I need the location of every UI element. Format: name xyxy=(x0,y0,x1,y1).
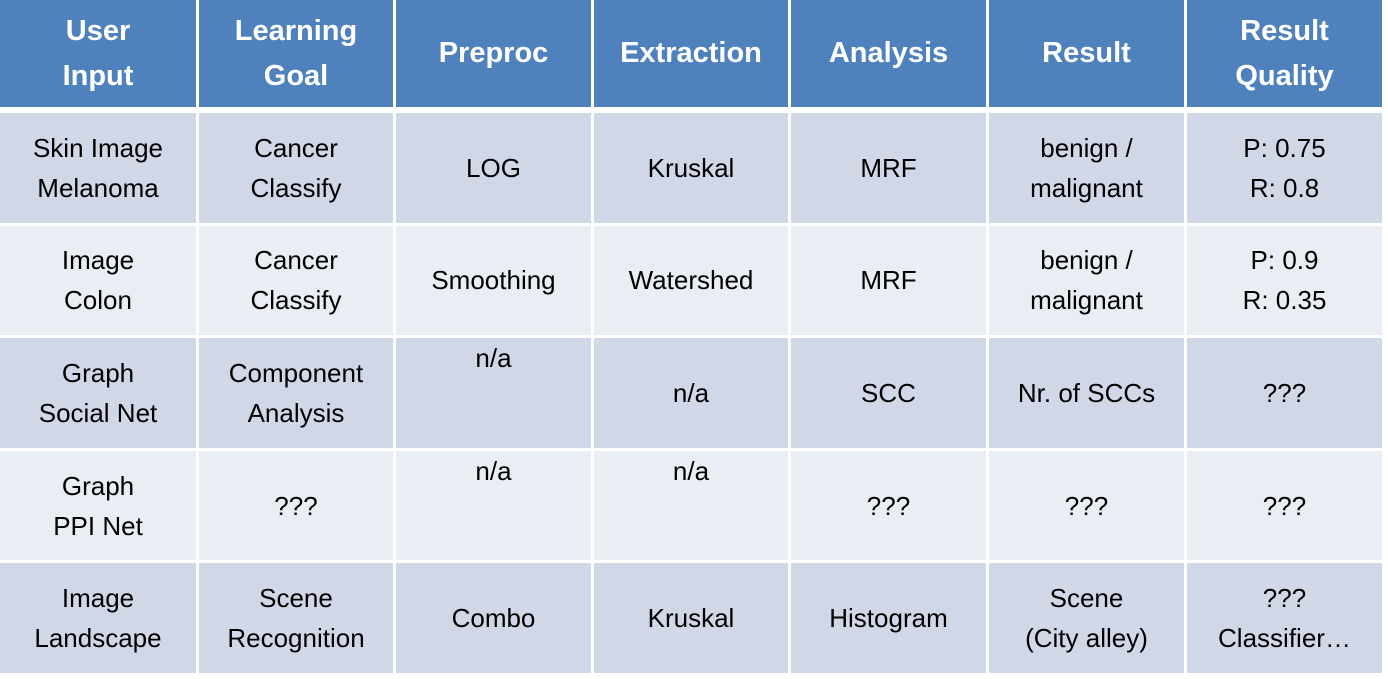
header-result: Result xyxy=(989,0,1187,113)
cell-learning-goal: Scene Recognition xyxy=(199,563,396,676)
cell-user-input: Skin Image Melanoma xyxy=(0,113,199,226)
cell-preproc: Smoothing xyxy=(396,225,594,339)
table-row: Graph PPI Net ??? n/a n/a ??? ??? ??? xyxy=(0,450,1385,564)
cell-user-input: Image Landscape xyxy=(0,563,199,676)
header-result-quality: Result Quality xyxy=(1187,0,1385,113)
cell-analysis: SCC xyxy=(791,338,989,451)
cell-analysis: Histogram xyxy=(791,563,989,676)
cell-result: Scene (City alley) xyxy=(989,563,1187,676)
cell-extraction: n/a xyxy=(594,338,791,451)
cell-user-input: Image Colon xyxy=(0,225,199,339)
cell-preproc: LOG xyxy=(396,113,594,226)
cell-analysis: MRF xyxy=(791,225,989,339)
cell-learning-goal: Component Analysis xyxy=(199,338,396,451)
header-row: User Input Learning Goal Preproc Extractio… xyxy=(0,0,1385,113)
cell-user-input: Graph PPI Net xyxy=(0,450,199,564)
cell-result: benign / malignant xyxy=(989,113,1187,226)
cell-preproc: n/a xyxy=(396,450,594,564)
cell-analysis: MRF xyxy=(791,113,989,226)
cell-result-quality: ??? xyxy=(1187,338,1385,451)
cell-extraction: Kruskal xyxy=(594,563,791,676)
table-row: Graph Social Net Component Analysis n/a n/… xyxy=(0,338,1385,451)
cell-extraction: Kruskal xyxy=(594,113,791,226)
cell-result-quality: ??? xyxy=(1187,450,1385,564)
cell-result: benign / malignant xyxy=(989,225,1187,339)
table-row: Skin Image Melanoma Cancer Classify LOG Kr… xyxy=(0,113,1385,226)
cell-learning-goal: Cancer Classify xyxy=(199,113,396,226)
cell-learning-goal: ??? xyxy=(199,450,396,564)
cell-analysis: ??? xyxy=(791,450,989,564)
header-learning-goal: Learning Goal xyxy=(199,0,396,113)
cell-extraction: n/a xyxy=(594,450,791,564)
cell-preproc: Combo xyxy=(396,563,594,676)
cell-preproc: n/a xyxy=(396,338,594,451)
cell-extraction: Watershed xyxy=(594,225,791,339)
cell-result-quality: P: 0.9 R: 0.35 xyxy=(1187,225,1385,339)
cell-user-input: Graph Social Net xyxy=(0,338,199,451)
header-extraction: Extraction xyxy=(594,0,791,113)
cell-result: ??? xyxy=(989,450,1187,564)
table-row: Image Colon Cancer Classify Smoothing Wate… xyxy=(0,225,1385,339)
header-preproc: Preproc xyxy=(396,0,594,113)
header-analysis: Analysis xyxy=(791,0,989,113)
cell-learning-goal: Cancer Classify xyxy=(199,225,396,339)
cell-result-quality: ??? Classifier… xyxy=(1187,563,1385,676)
header-user-input: User Input xyxy=(0,0,199,113)
table-row: Image Landscape Scene Recognition Combo Kr… xyxy=(0,563,1385,676)
cell-result-quality: P: 0.75 R: 0.8 xyxy=(1187,113,1385,226)
cell-result: Nr. of SCCs xyxy=(989,338,1187,451)
